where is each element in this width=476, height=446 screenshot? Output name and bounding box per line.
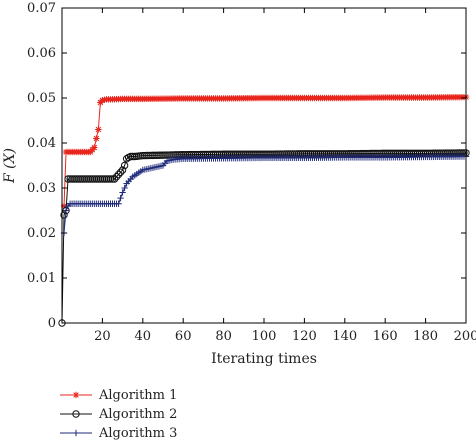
y-tick-label: 0 bbox=[48, 316, 56, 331]
legend-marker-algorithm-2 bbox=[72, 410, 80, 418]
x-tick-label: 40 bbox=[135, 329, 152, 344]
y-tick-label: 0.02 bbox=[27, 226, 56, 241]
data-point bbox=[95, 126, 102, 133]
data-point bbox=[120, 161, 129, 170]
data-point bbox=[118, 166, 127, 174]
series-algorithm-1 bbox=[60, 93, 470, 210]
legend-label-algorithm-2: Algorithm 2 bbox=[98, 407, 177, 422]
y-axis-label: F (X) bbox=[2, 148, 18, 184]
data-point bbox=[62, 207, 70, 214]
legend-item-algorithm-3: Algorithm 3 bbox=[60, 426, 177, 441]
data-point bbox=[91, 144, 98, 151]
legend-item-algorithm-2: Algorithm 2 bbox=[60, 407, 177, 422]
legend-label-algorithm-1: Algorithm 1 bbox=[98, 388, 177, 403]
data-point bbox=[72, 429, 80, 437]
y-tick-label: 0.06 bbox=[27, 46, 56, 61]
series-line bbox=[61, 152, 467, 324]
x-axis-label: Iterating times bbox=[211, 351, 317, 367]
legend-marker-algorithm-3 bbox=[72, 429, 80, 437]
y-tick-label: 0.07 bbox=[27, 1, 56, 16]
series-algorithm-2 bbox=[58, 149, 470, 327]
x-tick-label: 20 bbox=[94, 329, 111, 344]
legend-label-algorithm-3: Algorithm 3 bbox=[98, 426, 177, 441]
data-point bbox=[108, 175, 117, 183]
series-line bbox=[63, 156, 467, 234]
data-point bbox=[110, 175, 119, 183]
legend: Algorithm 1 Algorithm 2 Algorithm 3 bbox=[60, 388, 177, 441]
data-point bbox=[93, 135, 100, 142]
y-tick-label: 0.05 bbox=[27, 91, 56, 106]
x-tick-label: 60 bbox=[175, 329, 192, 344]
data-point bbox=[115, 200, 122, 207]
plot-frame bbox=[61, 7, 467, 324]
x-tick-label: 80 bbox=[215, 329, 232, 344]
data-point bbox=[72, 410, 80, 418]
legend-marker-algorithm-1 bbox=[72, 391, 80, 399]
data-point bbox=[117, 194, 124, 202]
data-point bbox=[72, 391, 80, 399]
x-tick-label: 200 bbox=[454, 329, 476, 344]
series-algorithm-3 bbox=[60, 153, 470, 237]
y-tick-label: 0.03 bbox=[27, 181, 56, 196]
x-tick-label: 120 bbox=[292, 329, 317, 344]
x-tick-label: 160 bbox=[373, 329, 398, 344]
data-point bbox=[112, 173, 121, 181]
x-tick-label: 180 bbox=[413, 329, 438, 344]
data-point bbox=[60, 211, 68, 219]
ticks-layer: 0 0.01 0.02 0.03 0.04 0.05 0.06 0.07 20 40 60 80 100… bbox=[27, 1, 476, 344]
data-point bbox=[121, 184, 128, 192]
y-tick-label: 0.04 bbox=[27, 136, 56, 151]
series-layer bbox=[58, 93, 470, 327]
data-point bbox=[114, 170, 123, 179]
y-tick-label: 0.01 bbox=[27, 271, 56, 286]
x-tick-label: 100 bbox=[252, 329, 277, 344]
legend-item-algorithm-1: Algorithm 1 bbox=[60, 388, 177, 403]
data-point bbox=[116, 168, 125, 176]
data-point bbox=[119, 189, 126, 196]
x-tick-label: 140 bbox=[332, 329, 357, 344]
